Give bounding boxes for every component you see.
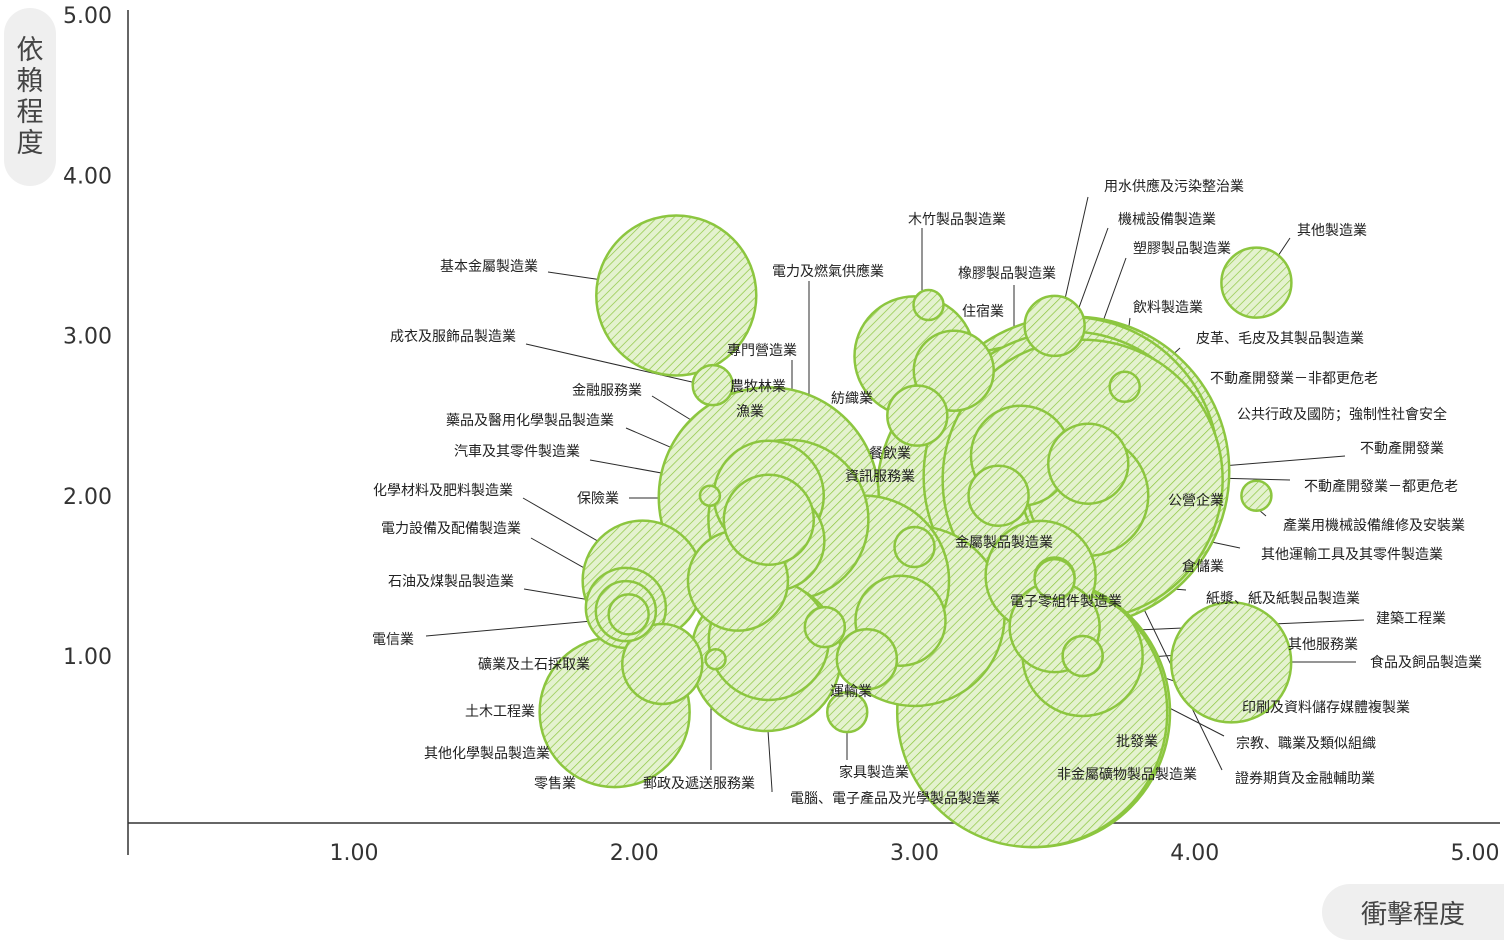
bubble-point — [1061, 634, 1104, 678]
point-label: 金融服務業 — [572, 383, 642, 399]
y-tick-label: 3.00 — [63, 325, 112, 350]
point-label: 木竹製品製造業 — [908, 212, 1006, 228]
bubble-point — [691, 363, 734, 407]
y-tick-label: 4.00 — [63, 164, 112, 189]
point-label: 橡膠製品製造業 — [958, 266, 1056, 282]
point-label: 電子零組件製造業 — [1010, 594, 1122, 610]
point-label: 郵政及遞送服務業 — [643, 776, 755, 792]
point-label: 批發業 — [1116, 734, 1158, 750]
bubble-point — [621, 622, 704, 706]
bubbles — [538, 214, 1293, 849]
x-tick-label: 1.00 — [330, 841, 379, 866]
bubble-point — [825, 690, 869, 734]
bubble-point — [912, 288, 945, 322]
x-tick-label: 4.00 — [1170, 841, 1219, 866]
point-label: 金屬製品製造業 — [955, 535, 1053, 551]
x-axis-title: 衝擊程度 — [1322, 884, 1504, 940]
y-tick-label: 2.00 — [63, 485, 112, 510]
bubble-point — [607, 593, 650, 636]
point-labels: 基本金屬製造業成衣及服飾品製造業金融服務業藥品及醫用化學製品製造業汽車及其零件製… — [372, 178, 1482, 807]
point-label: 保險業 — [577, 491, 619, 507]
point-label: 汽車及其零件製造業 — [454, 443, 580, 460]
y-axis-title: 依賴程度 — [4, 8, 56, 186]
point-label: 紙漿、紙及紙製品製造業 — [1206, 591, 1360, 607]
point-label: 住宿業 — [962, 303, 1004, 320]
point-label: 化學材料及肥料製造業 — [373, 483, 513, 499]
bubble-point — [1023, 294, 1086, 358]
bubble-point — [1108, 370, 1141, 404]
bubble-point — [1240, 479, 1273, 512]
point-label: 農牧林業 — [730, 379, 786, 395]
point-label: 證券期貨及金融輔助業 — [1235, 770, 1375, 787]
point-label: 家具製造業 — [839, 764, 909, 781]
x-tick-label: 3.00 — [890, 841, 939, 866]
point-label: 漁業 — [736, 404, 764, 420]
point-label: 倉儲業 — [1182, 559, 1224, 575]
point-label: 用水供應及污染整治業 — [1104, 178, 1244, 195]
point-label: 建築工程業 — [1376, 611, 1446, 627]
bubble-point — [835, 627, 899, 691]
x-tick-label: 2.00 — [610, 841, 659, 866]
point-label: 電力設備及配備製造業 — [381, 521, 521, 537]
point-label: 藥品及醫用化學製品製造業 — [446, 413, 614, 429]
y-tick-label: 5.00 — [63, 4, 112, 29]
point-label: 其他運輸工具及其零件製造業 — [1261, 547, 1443, 563]
point-label: 不動產開發業－都更危老 — [1304, 478, 1458, 495]
point-label: 資訊服務業 — [845, 469, 915, 485]
point-label: 土木工程業 — [465, 704, 535, 720]
point-label: 石油及煤製品製造業 — [388, 574, 514, 590]
bubble-point — [704, 647, 727, 671]
point-label: 電力及燃氣供應業 — [772, 263, 884, 280]
bubble-point — [967, 464, 1030, 527]
point-label: 不動產開發業－非都更危老 — [1210, 370, 1378, 387]
x-tick-label: 5.00 — [1451, 841, 1500, 866]
bubble-point — [893, 525, 936, 569]
point-label: 成衣及服飾品製造業 — [390, 329, 516, 345]
leader-line — [525, 343, 706, 386]
point-label: 運輸業 — [830, 684, 872, 700]
point-label: 塑膠製品製造業 — [1133, 241, 1231, 257]
bubble-point — [886, 384, 949, 447]
point-label: 專門營造業 — [727, 343, 797, 359]
y-tick-labels: 1.00 2.00 3.00 4.00 5.00 — [63, 4, 112, 670]
point-label: 其他製造業 — [1297, 223, 1367, 239]
bubble-point — [1033, 557, 1076, 601]
bubble-point — [722, 473, 816, 567]
point-label: 電腦、電子產品及光學製品製造業 — [790, 790, 1000, 807]
point-label: 基本金屬製造業 — [440, 258, 538, 275]
point-label: 電信業 — [372, 632, 414, 648]
bubble-point — [1047, 422, 1130, 505]
bubble-point — [1169, 601, 1293, 724]
point-label: 公共行政及國防；強制性社會安全 — [1237, 406, 1447, 423]
point-label: 其他服務業 — [1288, 637, 1358, 653]
point-label: 非金屬礦物製品製造業 — [1057, 766, 1197, 783]
point-label: 礦業及土石採取業 — [478, 656, 590, 673]
point-label: 紡織業 — [831, 391, 873, 407]
point-label: 公營企業 — [1168, 492, 1224, 509]
bubble-point — [595, 214, 758, 377]
point-label: 餐飲業 — [869, 446, 911, 462]
point-label: 飲料製造業 — [1133, 300, 1203, 316]
point-label: 機械設備製造業 — [1118, 212, 1216, 228]
point-label: 食品及飼品製造業 — [1370, 654, 1482, 671]
x-tick-labels: 1.00 2.00 3.00 4.00 5.00 — [330, 841, 1500, 866]
bubble-point — [1220, 246, 1293, 319]
bubble-point — [803, 605, 847, 649]
point-label: 不動產開發業 — [1360, 440, 1444, 457]
bubble-point — [698, 484, 722, 507]
point-label: 印刷及資料儲存媒體複製業 — [1242, 699, 1410, 716]
point-label: 產業用機械設備維修及安裝業 — [1283, 517, 1465, 534]
point-label: 宗教、職業及類似組織 — [1236, 736, 1376, 752]
point-label: 皮革、毛皮及其製品製造業 — [1196, 331, 1364, 347]
y-tick-label: 1.00 — [63, 645, 112, 670]
point-label: 零售業 — [534, 776, 576, 792]
point-label: 其他化學製品製造業 — [424, 746, 550, 762]
